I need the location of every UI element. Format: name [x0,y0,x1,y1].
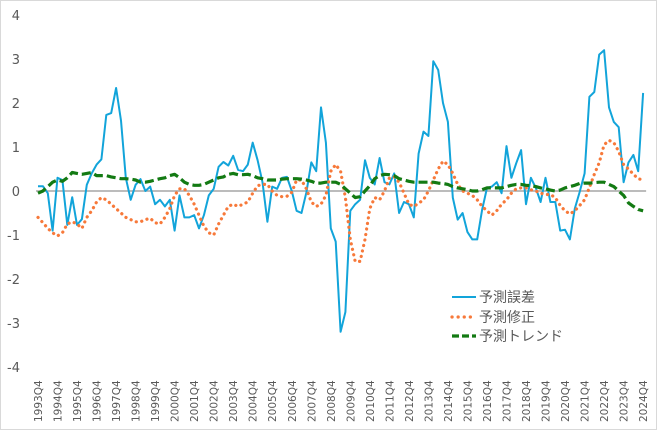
x-tick-label: 2011Q4 [384,380,396,422]
x-tick-label: 2022Q4 [599,380,611,422]
x-tick-label: 2008Q4 [326,380,338,422]
legend-label-1: 予測誤差 [479,290,535,306]
x-tick-label: 2007Q4 [306,380,318,422]
x-tick-label: 2016Q4 [482,380,494,422]
y-tick-label: 3 [12,53,20,68]
x-tick-label: 2015Q4 [462,380,474,422]
x-tick-label: 1998Q4 [131,380,143,422]
series-lines [36,49,645,333]
y-tick-label: -1 [7,229,20,244]
x-tick-label: 1995Q4 [72,380,84,422]
x-axis: 1993Q4 1994Q4 1995Q4 1996Q4 1997Q4 1998Q4 1999… [33,380,650,422]
x-tick-label: 2003Q4 [228,380,240,422]
series-line-2 [36,138,645,263]
x-tick-label: 2004Q4 [248,380,260,422]
x-tick-label: 2010Q4 [365,380,377,422]
y-tick-label: 2 [12,97,20,112]
x-tick-label: 2000Q4 [170,380,182,422]
y-tick-label: 0 [12,185,20,200]
x-tick-label: 1999Q4 [150,380,162,422]
x-tick-label: 1993Q4 [33,380,45,422]
x-tick-label: 1994Q4 [53,380,65,422]
x-tick-label: 2013Q4 [423,380,435,422]
y-tick-label: 4 [12,9,20,24]
x-tick-label: 2024Q4 [638,380,650,422]
x-tick-label: 2021Q4 [580,380,592,422]
y-axis: 4 3 2 1 0 -1 -2 -3 -4 [7,9,20,376]
y-tick-label: 1 [12,141,20,156]
x-tick-label: 2014Q4 [443,380,455,422]
x-tick-label: 2018Q4 [521,380,533,422]
x-tick-label: 2012Q4 [404,380,416,422]
x-tick-label: 2017Q4 [501,380,513,422]
x-tick-label: 1996Q4 [92,380,104,422]
series-line-3 [37,170,644,213]
x-tick-label: 2023Q4 [619,380,631,422]
x-tick-label: 2009Q4 [345,380,357,422]
legend-label-2: 予測修正 [479,310,535,326]
x-tick-label: 2019Q4 [541,380,553,422]
x-tick-label: 1997Q4 [111,380,123,422]
x-tick-label: 2020Q4 [560,380,572,422]
y-tick-label: -3 [7,317,20,332]
y-tick-label: -4 [7,361,20,376]
x-tick-label: 2002Q4 [209,380,221,422]
legend-label-3: 予測トレンド [479,329,563,345]
x-tick-label: 2001Q4 [189,380,201,422]
x-tick-label: 2005Q4 [267,380,279,422]
y-tick-label: -2 [7,273,20,288]
x-tick-label: 2006Q4 [287,380,299,422]
